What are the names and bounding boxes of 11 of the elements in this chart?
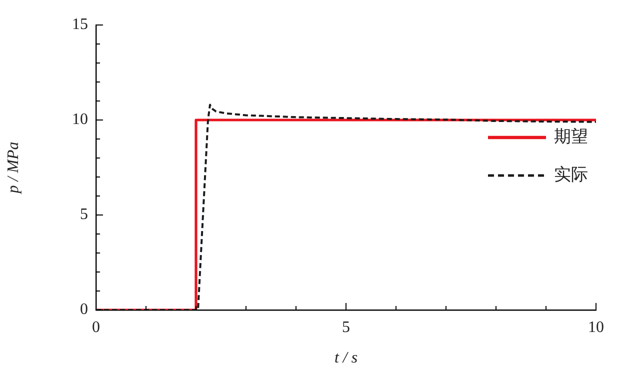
y-tick-label: 5 xyxy=(80,206,88,224)
y-tick-label: 15 xyxy=(72,16,88,34)
legend-label: 实际 xyxy=(554,164,588,185)
legend-label: 期望 xyxy=(554,126,588,147)
x-tick-label: 0 xyxy=(92,318,100,336)
x-tick-label: 5 xyxy=(342,318,350,336)
x-tick-label: 10 xyxy=(588,318,604,336)
y-tick-label: 0 xyxy=(80,301,88,318)
x-axis-title: t / s xyxy=(334,350,358,367)
y-axis-title: p / MPa xyxy=(4,142,22,194)
y-tick-label: 10 xyxy=(72,111,88,128)
